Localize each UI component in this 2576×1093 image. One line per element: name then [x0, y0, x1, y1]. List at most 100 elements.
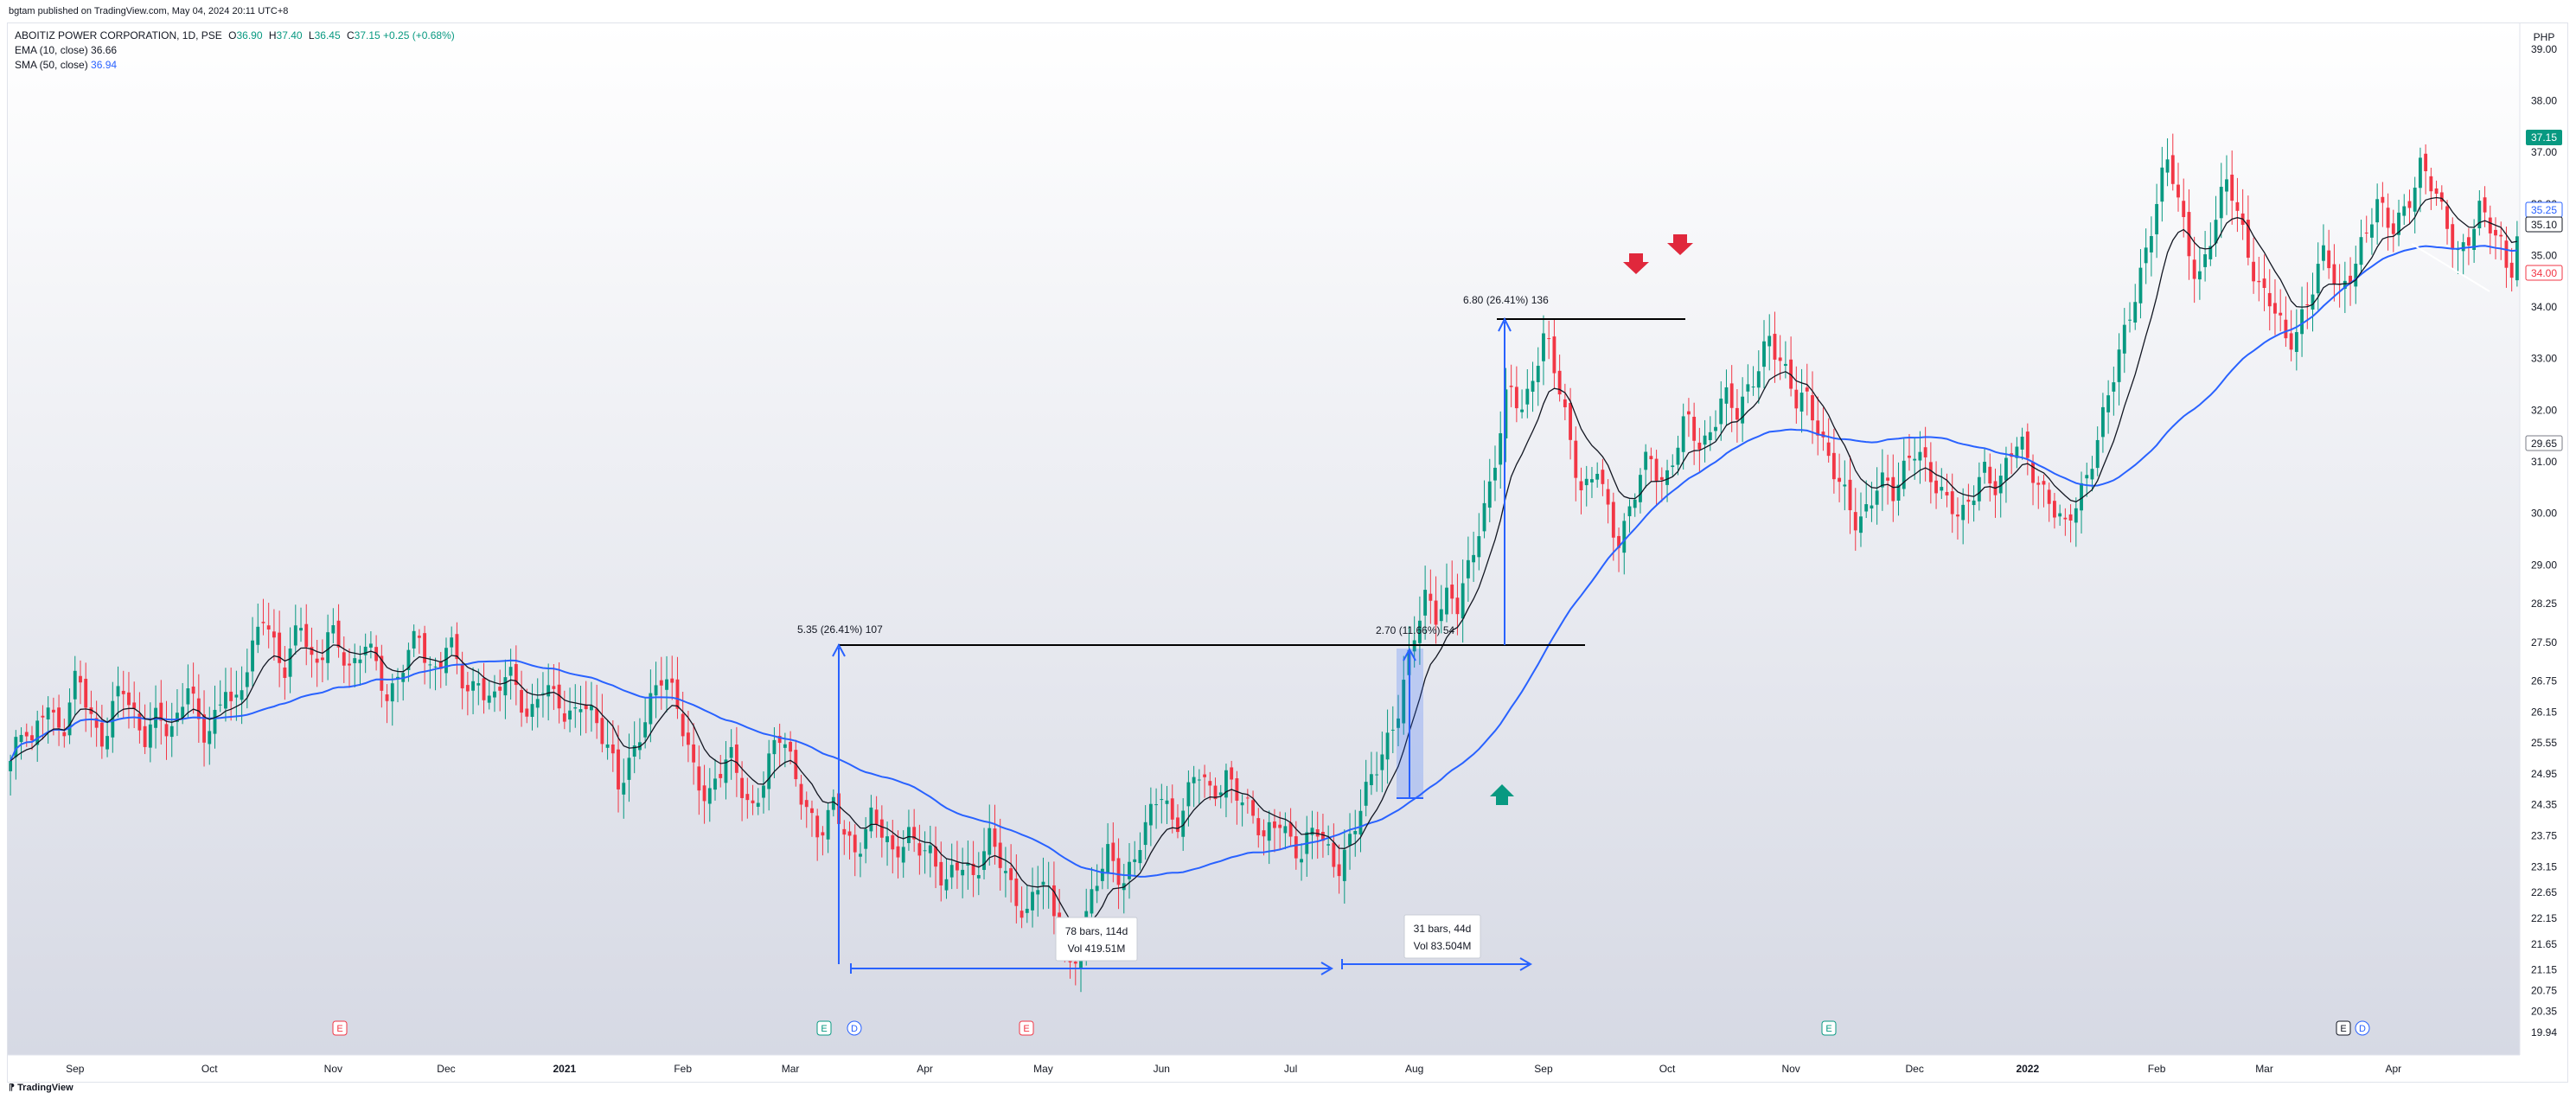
candle-body[interactable]: [1525, 388, 1530, 405]
candle-body[interactable]: [993, 828, 997, 847]
candle-body[interactable]: [724, 759, 728, 783]
candle-body[interactable]: [584, 704, 588, 710]
candle-body[interactable]: [1686, 411, 1691, 415]
candle-body[interactable]: [2182, 201, 2186, 218]
candle-body[interactable]: [853, 834, 857, 853]
candle-body[interactable]: [1224, 770, 1228, 798]
candle-body[interactable]: [1165, 800, 1169, 804]
candle-body[interactable]: [181, 706, 185, 719]
candle-body[interactable]: [283, 667, 287, 678]
candle-body[interactable]: [326, 632, 330, 663]
candle-body[interactable]: [1116, 858, 1121, 885]
candle-body[interactable]: [310, 647, 314, 655]
candle-body[interactable]: [1417, 620, 1422, 643]
candle-body[interactable]: [30, 735, 34, 741]
candle-body[interactable]: [2429, 176, 2433, 192]
candle-body[interactable]: [1633, 499, 1637, 508]
candle-body[interactable]: [1283, 826, 1288, 834]
candle-body[interactable]: [762, 785, 765, 798]
candle-body[interactable]: [1671, 465, 1675, 468]
candle-body[interactable]: [1267, 821, 1271, 841]
candle-body[interactable]: [2004, 457, 2008, 481]
earnings-marker[interactable]: E: [1821, 1020, 1837, 1036]
candle-body[interactable]: [2300, 309, 2304, 335]
candle-body[interactable]: [1676, 447, 1680, 465]
candle-body[interactable]: [417, 636, 421, 638]
candle-body[interactable]: [1477, 536, 1481, 558]
candle-body[interactable]: [89, 707, 93, 714]
candle-body[interactable]: [617, 749, 620, 789]
candle-body[interactable]: [1348, 834, 1352, 846]
candle-body[interactable]: [1197, 779, 1201, 781]
candle-body[interactable]: [1988, 466, 1992, 484]
candle-body[interactable]: [444, 648, 448, 674]
candle-body[interactable]: [2267, 292, 2272, 307]
candle-body[interactable]: [590, 706, 593, 711]
candle-body[interactable]: [1923, 447, 1927, 457]
candle-body[interactable]: [525, 708, 529, 717]
candle-body[interactable]: [143, 725, 147, 747]
candle-body[interactable]: [2058, 513, 2062, 517]
candle-body[interactable]: [1332, 842, 1336, 867]
candle-body[interactable]: [1036, 890, 1040, 895]
candle-body[interactable]: [1041, 881, 1045, 885]
candle-body[interactable]: [681, 713, 685, 737]
candle-body[interactable]: [1644, 451, 1648, 470]
candle-body[interactable]: [342, 652, 346, 666]
candle-body[interactable]: [917, 843, 922, 856]
candle-body[interactable]: [665, 679, 668, 690]
candle-body[interactable]: [1531, 380, 1535, 392]
candle-body[interactable]: [1472, 554, 1476, 563]
candle-body[interactable]: [288, 648, 292, 677]
candle-body[interactable]: [1542, 333, 1545, 361]
candle-body[interactable]: [2080, 483, 2083, 511]
candle-body[interactable]: [455, 634, 459, 660]
candle-body[interactable]: [51, 709, 55, 713]
candle-body[interactable]: [1003, 871, 1007, 873]
candle-body[interactable]: [2316, 264, 2320, 294]
dividend-marker[interactable]: D: [847, 1020, 862, 1036]
candle-body[interactable]: [1294, 836, 1298, 859]
dividend-marker[interactable]: D: [2355, 1020, 2370, 1036]
candle-body[interactable]: [1611, 502, 1615, 538]
candle-body[interactable]: [1972, 500, 1976, 506]
candle-body[interactable]: [804, 800, 809, 808]
candle-body[interactable]: [595, 708, 599, 724]
candle-body[interactable]: [1181, 810, 1186, 837]
candle-body[interactable]: [697, 766, 701, 791]
candle-body[interactable]: [1579, 481, 1583, 491]
candle-body[interactable]: [1288, 822, 1293, 837]
candle-body[interactable]: [2472, 228, 2477, 251]
candle-body[interactable]: [256, 626, 260, 645]
candle-body[interactable]: [251, 640, 254, 672]
candle-body[interactable]: [1493, 467, 1497, 481]
candle-body[interactable]: [686, 732, 690, 745]
candle-body[interactable]: [649, 693, 653, 725]
candle-body[interactable]: [2494, 229, 2497, 236]
candle-body[interactable]: [2397, 212, 2400, 235]
candle-body[interactable]: [176, 713, 179, 722]
candle-body[interactable]: [1278, 824, 1282, 828]
candle-body[interactable]: [450, 637, 454, 648]
drawings-group[interactable]: 5.35 (26.41%) 107 2.70 (11.66%) 54 6.80 …: [797, 234, 2490, 975]
candle-body[interactable]: [2284, 319, 2288, 339]
candle-body[interactable]: [2257, 280, 2261, 283]
candle-body[interactable]: [799, 783, 803, 805]
candle-body[interactable]: [433, 666, 438, 668]
candle-body[interactable]: [859, 853, 862, 857]
candle-body[interactable]: [2305, 304, 2310, 306]
candle-body[interactable]: [740, 777, 745, 798]
candle-body[interactable]: [1584, 478, 1588, 486]
candle-body[interactable]: [1230, 767, 1234, 780]
candle-body[interactable]: [1192, 777, 1196, 783]
candle-body[interactable]: [116, 686, 120, 697]
candle-body[interactable]: [46, 707, 50, 719]
candle-body[interactable]: [1654, 458, 1659, 481]
candle-body[interactable]: [2477, 201, 2482, 228]
candle-body[interactable]: [14, 737, 18, 757]
candle-body[interactable]: [336, 620, 341, 648]
candle-body[interactable]: [1461, 583, 1465, 619]
candle-body[interactable]: [1746, 384, 1750, 392]
candle-body[interactable]: [1256, 818, 1261, 835]
candle-body[interactable]: [1240, 802, 1244, 806]
